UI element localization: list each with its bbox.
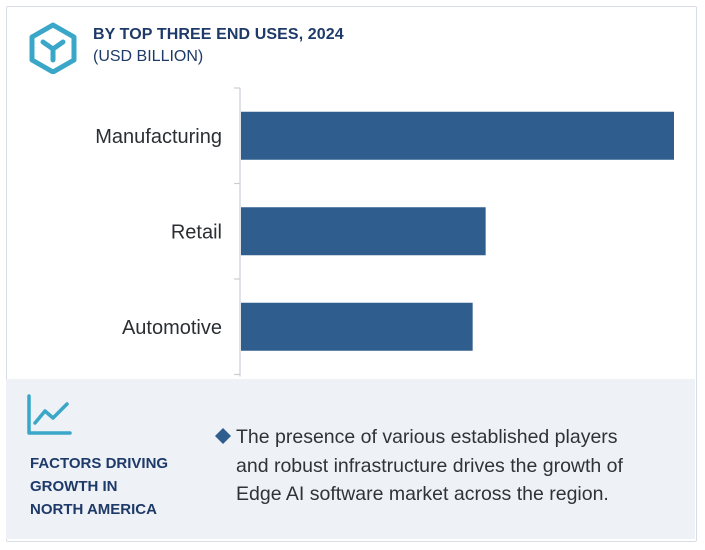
factors-description: The presence of various established play… bbox=[236, 423, 686, 509]
factors-line: NORTH AMERICA bbox=[30, 501, 157, 518]
factors-line: GROWTH IN bbox=[30, 478, 118, 495]
factors-heading: FACTORS DRIVING GROWTH IN NORTH AMERICA bbox=[30, 452, 168, 521]
description-line: The presence of various established play… bbox=[236, 426, 618, 448]
description-line: and robust infrastructure drives the gro… bbox=[236, 454, 623, 477]
category-label: Manufacturing bbox=[95, 126, 222, 148]
category-label: Automotive bbox=[122, 317, 222, 339]
cube-outline-icon bbox=[29, 22, 77, 74]
chart-subtitle: (USD BILLION) bbox=[93, 48, 204, 65]
category-label: Retail bbox=[171, 221, 222, 243]
description-line: Edge AI software market across the regio… bbox=[236, 483, 609, 505]
bar-manufacturing bbox=[241, 111, 674, 160]
bar-chart: Manufacturing Retail Automotive bbox=[95, 87, 674, 377]
diamond-bullet-icon bbox=[215, 428, 231, 444]
factors-panel bbox=[6, 379, 695, 539]
bar-automotive bbox=[241, 302, 473, 351]
chart-title: BY TOP THREE END USES, 2024 bbox=[93, 26, 344, 43]
bar-retail bbox=[241, 207, 486, 256]
factors-line: FACTORS DRIVING bbox=[30, 455, 169, 472]
line-chart-icon bbox=[27, 394, 72, 435]
